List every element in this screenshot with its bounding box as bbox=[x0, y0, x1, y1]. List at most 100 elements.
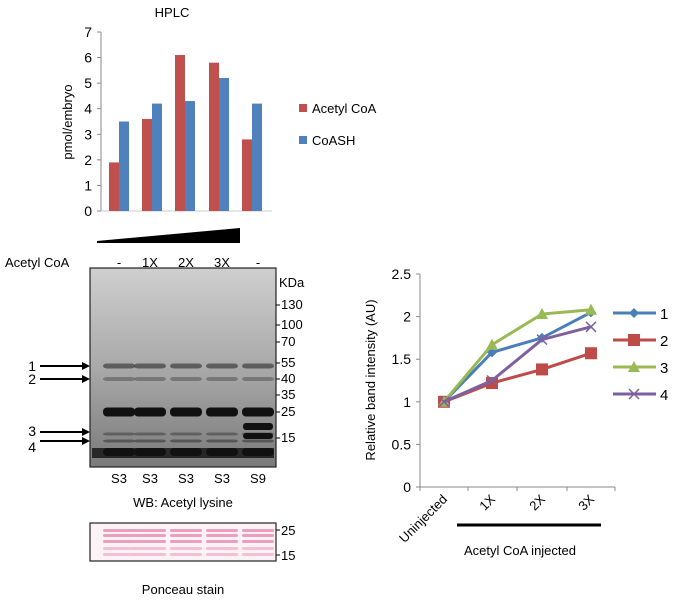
protein-band bbox=[242, 407, 274, 417]
kda-marker-label: 15 bbox=[281, 548, 295, 563]
protein-band bbox=[134, 363, 166, 369]
bar-coash bbox=[152, 103, 162, 211]
y-tick-label: 5 bbox=[84, 75, 92, 91]
ponceau-band bbox=[242, 553, 274, 556]
y-tick-label: 0 bbox=[84, 203, 92, 219]
protein-band bbox=[134, 432, 166, 436]
lane-treatment-label: 1X bbox=[142, 255, 158, 270]
protein-band bbox=[103, 377, 135, 381]
x-marker bbox=[438, 396, 450, 408]
x-tick-label: Uninjected bbox=[396, 492, 450, 546]
x-marker bbox=[585, 321, 597, 333]
square-marker bbox=[585, 347, 597, 360]
ponceau-band bbox=[170, 553, 202, 556]
bar-acetyl-coa bbox=[209, 62, 219, 211]
lane-treatment-label: - bbox=[256, 255, 260, 270]
kda-marker-label: 70 bbox=[281, 334, 295, 349]
series-line-4 bbox=[443, 325, 592, 404]
x-tick-label: 3X bbox=[575, 491, 597, 513]
series-line-1 bbox=[442, 311, 592, 403]
protein-band bbox=[170, 363, 202, 369]
protein-band bbox=[170, 439, 202, 443]
protein-band bbox=[206, 439, 238, 443]
kda-marker-label: 15 bbox=[281, 430, 295, 445]
triangle-marker bbox=[486, 338, 498, 350]
x-marker bbox=[536, 334, 548, 346]
square-marker bbox=[486, 377, 498, 390]
bar-coash bbox=[252, 103, 262, 211]
legend-label: 2 bbox=[660, 333, 668, 350]
protein-band bbox=[243, 423, 273, 430]
band-number-label: 1 bbox=[28, 358, 36, 374]
triangle-marker bbox=[585, 303, 597, 315]
bar-acetyl-coa bbox=[109, 162, 119, 211]
square-marker bbox=[536, 363, 548, 376]
protein-band bbox=[103, 439, 135, 443]
lane-treatment-label: 2X bbox=[178, 255, 194, 270]
ponceau-band bbox=[170, 529, 202, 532]
legend-label: 3 bbox=[660, 360, 668, 377]
kda-marker-label: 55 bbox=[281, 355, 295, 370]
ponceau-caption: Ponceau stain bbox=[142, 582, 224, 597]
x-axis-label: Acetyl CoA injected bbox=[464, 543, 576, 558]
blot-caption: WB: Acetyl lysine bbox=[133, 495, 233, 510]
bar-coash bbox=[185, 101, 195, 211]
bar-acetyl-coa bbox=[142, 118, 152, 211]
y-tick-label: 3 bbox=[84, 126, 92, 142]
y-tick-label: 7 bbox=[84, 24, 92, 40]
arrow-head-icon bbox=[82, 375, 90, 383]
arrow-head-icon bbox=[82, 362, 90, 370]
kda-marker-label: 35 bbox=[281, 387, 295, 402]
ponceau-band bbox=[134, 529, 166, 532]
legend-swatch bbox=[299, 136, 307, 144]
bar-coash bbox=[219, 78, 229, 212]
band-number-label: 4 bbox=[28, 439, 36, 455]
concentration-wedge bbox=[97, 228, 240, 243]
kda-marker-label: 40 bbox=[281, 371, 295, 386]
protein-band bbox=[242, 363, 274, 369]
protein-band bbox=[103, 432, 135, 436]
bar-coash bbox=[119, 121, 129, 211]
legend-label: CoASH bbox=[312, 133, 355, 148]
band-intensity-line-chart: Relative band intensity (AU) 0 0.5 1 1.5 2 2.… bbox=[363, 266, 668, 558]
x-tick-label: 1X bbox=[476, 491, 498, 513]
lane-fraction-label: S3 bbox=[111, 471, 127, 486]
ponceau-band bbox=[103, 540, 135, 543]
protein-band bbox=[134, 407, 166, 417]
ponceau-band bbox=[242, 540, 274, 543]
lane-fraction-label: S3 bbox=[214, 471, 230, 486]
y-tick-label: 6 bbox=[84, 50, 92, 66]
protein-band bbox=[206, 432, 238, 436]
protein-band bbox=[103, 363, 135, 369]
kda-marker-label: 25 bbox=[281, 523, 295, 538]
x-tick-label: 2X bbox=[526, 491, 548, 513]
y-tick-label: 1 bbox=[84, 177, 92, 193]
protein-band bbox=[206, 407, 238, 417]
y-tick-label: 1.5 bbox=[392, 351, 412, 367]
y-tick-label: 1 bbox=[403, 394, 411, 410]
kda-title: KDa bbox=[279, 275, 305, 290]
y-tick-label: 2 bbox=[403, 309, 411, 325]
ponceau-band bbox=[170, 547, 202, 550]
ponceau-band bbox=[242, 529, 274, 532]
series-line-3 bbox=[442, 308, 592, 403]
arrow-head-icon bbox=[82, 428, 90, 436]
ponceau-band bbox=[206, 547, 238, 550]
triangle-marker bbox=[628, 361, 640, 372]
protein-band bbox=[103, 407, 135, 417]
y-axis-label: pmol/embryo bbox=[60, 84, 75, 159]
legend-swatch bbox=[299, 104, 307, 112]
ponceau-band bbox=[134, 534, 166, 537]
protein-band bbox=[170, 407, 202, 417]
acetyl-coa-row-label: Acetyl CoA bbox=[5, 255, 70, 270]
x-marker bbox=[628, 388, 640, 400]
band-number-label: 2 bbox=[28, 371, 36, 387]
lane-treatment-label: - bbox=[117, 255, 121, 270]
kda-marker-label: 100 bbox=[281, 317, 303, 332]
ponceau-band bbox=[103, 547, 135, 550]
kda-marker-label: 25 bbox=[281, 404, 295, 419]
kda-marker-label: 130 bbox=[281, 297, 303, 312]
protein-band bbox=[242, 439, 274, 443]
